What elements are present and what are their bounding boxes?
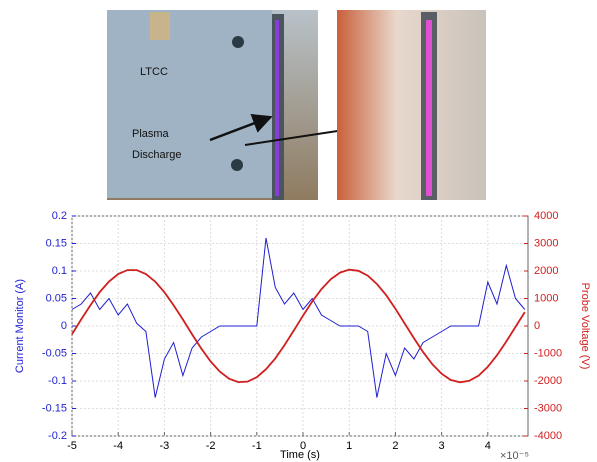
y-tick-label: 0.2: [52, 210, 67, 222]
y-tick-label: 0.1: [52, 265, 67, 277]
x-tick-label: -4: [113, 440, 123, 452]
x-tick-label: -2: [206, 440, 216, 452]
photo-label: Plasma: [132, 128, 170, 140]
y-tick-label: -0.1: [48, 375, 67, 387]
y-tick-label: -0.05: [42, 347, 67, 359]
arrow: [209, 113, 273, 142]
photo-left: LTCC Plasma Discharge: [107, 10, 434, 200]
x-axis-label: Time (s): [280, 449, 320, 461]
y2-tick-label: 1000: [534, 292, 558, 304]
x-tick-label: 2: [392, 440, 398, 452]
x-tick-label: 3: [439, 440, 445, 452]
y2-tick-label: 2000: [534, 265, 558, 277]
photo-label: LTCC: [140, 66, 168, 78]
y2-tick-label: -1000: [534, 347, 562, 359]
series-line: [71, 268, 526, 384]
y-tick-label: 0: [61, 320, 67, 332]
y2-tick-label: -4000: [534, 430, 562, 442]
y-axis-label: Current Monitor (A): [14, 279, 26, 373]
y-tick-label: -0.2: [48, 430, 67, 442]
y2-tick-label: 4000: [534, 210, 558, 222]
y2-tick-label: 0: [534, 320, 540, 332]
x-exponent: ×10⁻⁵: [500, 450, 529, 462]
photo-label: Discharge: [132, 149, 182, 161]
x-tick-label: 1: [346, 440, 352, 452]
x-tick-label: -5: [67, 440, 77, 452]
x-tick-label: 4: [485, 440, 491, 452]
y2-axis-label: Probe Voltage (V): [579, 283, 591, 370]
y2-tick-label: 3000: [534, 237, 558, 249]
y-tick-label: 0.05: [46, 292, 67, 304]
x-tick-label: -1: [252, 440, 262, 452]
y2-tick-label: -3000: [534, 402, 562, 414]
x-tick-label: -3: [160, 440, 170, 452]
y2-tick-label: -2000: [534, 375, 562, 387]
photo-right: [337, 10, 486, 200]
y-tick-label: -0.15: [42, 402, 67, 414]
x-tick-label: 0: [300, 440, 306, 452]
y-tick-label: 0.15: [46, 237, 67, 249]
series-line: [71, 237, 526, 398]
